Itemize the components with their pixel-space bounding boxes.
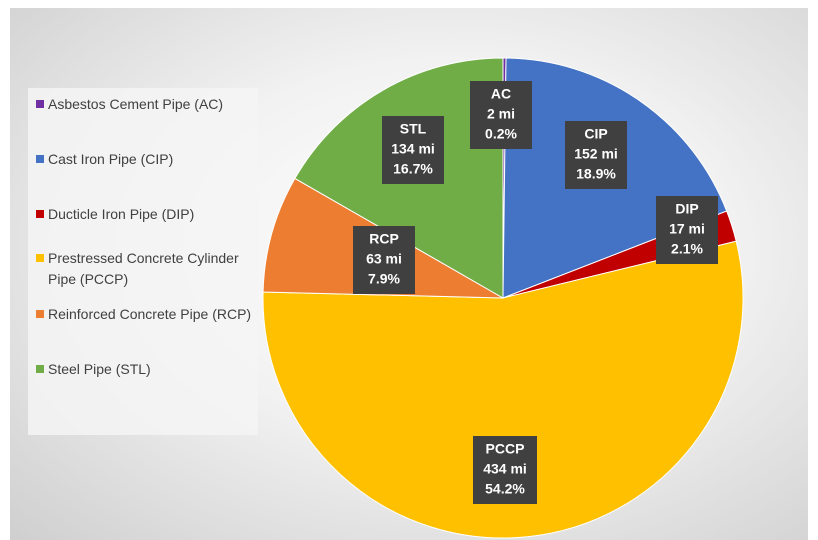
data-label-value: 7.9%: [368, 271, 400, 287]
legend-swatch: [36, 210, 44, 218]
data-label-miles: 134 mi: [391, 141, 435, 157]
legend: Asbestos Cement Pipe (AC) Cast Iron Pipe …: [28, 88, 258, 435]
data-label-miles: 152 mi: [574, 146, 618, 162]
data-label-name: RCP: [369, 231, 399, 247]
legend-item: Asbestos Cement Pipe (AC): [36, 94, 258, 115]
legend-swatch: [36, 365, 44, 373]
data-label-box: [470, 81, 532, 149]
data-label-miles: 2 mi: [487, 106, 515, 122]
legend-label: Asbestos Cement Pipe (AC): [48, 96, 224, 112]
data-label-name: DIP: [675, 201, 698, 217]
legend-label: Reinforced Concrete Pipe (RCP): [48, 306, 252, 322]
data-label-name: AC: [491, 86, 511, 102]
legend-item: Reinforced Concrete Pipe (RCP): [36, 304, 258, 325]
legend-item: Steel Pipe (STL): [36, 359, 258, 380]
pie-slice: [262, 240, 744, 539]
legend-item: Prestressed Concrete Cylinder Pipe (PCCP…: [36, 248, 258, 290]
legend-label: Cast Iron Pipe (CIP): [48, 151, 174, 167]
data-label-value: 0.2%: [485, 126, 517, 142]
legend-swatch: [36, 254, 44, 262]
legend-swatch: [36, 100, 44, 108]
data-label-box: [473, 436, 537, 504]
data-label-box: [353, 226, 415, 294]
legend-label: Prestressed Concrete Cylinder Pipe (PCCP…: [48, 250, 239, 287]
data-label-box: [656, 196, 718, 264]
legend-label: Ducticle Iron Pipe (DIP): [48, 206, 195, 222]
data-label-name: CIP: [584, 126, 607, 142]
data-label-value: 2.1%: [671, 241, 703, 257]
legend-swatch: [36, 155, 44, 163]
data-label-value: 54.2%: [485, 481, 525, 497]
data-label-miles: 17 mi: [669, 221, 705, 237]
data-label-miles: 63 mi: [366, 251, 402, 267]
data-label-name: PCCP: [486, 441, 525, 457]
data-label-miles: 434 mi: [483, 461, 527, 477]
legend-item: Cast Iron Pipe (CIP): [36, 149, 258, 170]
legend-swatch: [36, 310, 44, 318]
data-label-value: 16.7%: [393, 161, 433, 177]
legend-item: Ducticle Iron Pipe (DIP): [36, 204, 258, 225]
data-label-box: [382, 116, 444, 184]
data-label-name: STL: [400, 121, 427, 137]
legend-label: Steel Pipe (STL): [48, 361, 151, 377]
data-label-value: 18.9%: [576, 166, 616, 182]
data-label-box: [565, 121, 627, 189]
